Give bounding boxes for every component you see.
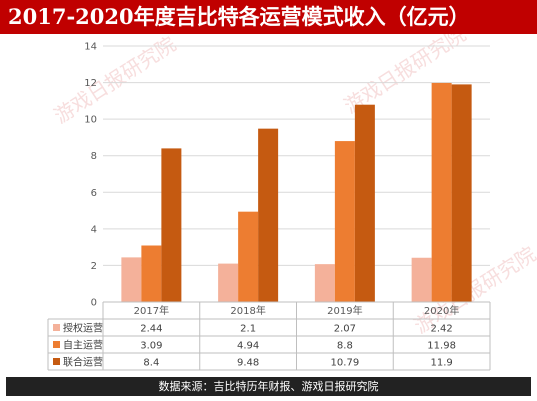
bar (451, 84, 472, 303)
bar (314, 264, 335, 302)
bar (334, 141, 355, 302)
legend-swatch (53, 341, 60, 348)
data-label: 2.44 (140, 324, 162, 335)
y-tick-label: 0 (91, 298, 97, 309)
bar (218, 263, 239, 302)
bar (141, 245, 162, 302)
bar (354, 104, 375, 302)
y-axis-ticks: 0 2 4 6 8 10 12 14 (84, 42, 97, 309)
bar (161, 148, 182, 302)
y-tick-label: 2 (91, 261, 97, 272)
legend-label: 联合运营 (63, 356, 103, 369)
legend-swatch (53, 358, 60, 365)
y-tick-label: 12 (84, 78, 97, 89)
data-label: 2.42 (430, 324, 452, 335)
data-label: 8.4 (143, 358, 159, 369)
y-tick-label: 8 (91, 151, 97, 162)
bar (258, 128, 279, 302)
y-tick-label: 4 (91, 224, 97, 235)
data-label: 3.09 (140, 341, 162, 352)
data-label: 2.07 (334, 324, 356, 335)
x-tick-label: 2017年 (134, 304, 169, 317)
legend-label: 自主运营 (63, 339, 103, 352)
data-label: 10.79 (331, 358, 360, 369)
x-tick-label: 2018年 (230, 304, 265, 317)
x-tick-label: 2019年 (327, 304, 362, 317)
y-tick-label: 6 (91, 188, 97, 199)
watermark-text: 游戏日报研究院 (50, 34, 180, 128)
legend-label: 授权运营 (63, 322, 103, 335)
data-label: 8.8 (337, 341, 353, 352)
data-label: 2.1 (240, 324, 256, 335)
bar (411, 257, 432, 302)
source-note: 数据来源：吉比特历年财报、游戏日报研究院 (6, 377, 531, 396)
data-label: 4.94 (237, 341, 259, 352)
bar (238, 211, 259, 302)
x-tick-label: 2020年 (424, 304, 459, 317)
bar (431, 82, 452, 303)
legend-swatch (53, 324, 60, 331)
data-label: 9.48 (237, 358, 259, 369)
bars (121, 82, 472, 303)
data-label: 11.98 (427, 341, 456, 352)
data-label: 11.9 (430, 358, 452, 369)
bar (121, 257, 142, 302)
y-tick-label: 10 (84, 115, 97, 126)
y-tick-label: 14 (84, 42, 97, 53)
chart-title: 2017-2020年度吉比特各运营模式收入（亿元） (0, 0, 537, 34)
